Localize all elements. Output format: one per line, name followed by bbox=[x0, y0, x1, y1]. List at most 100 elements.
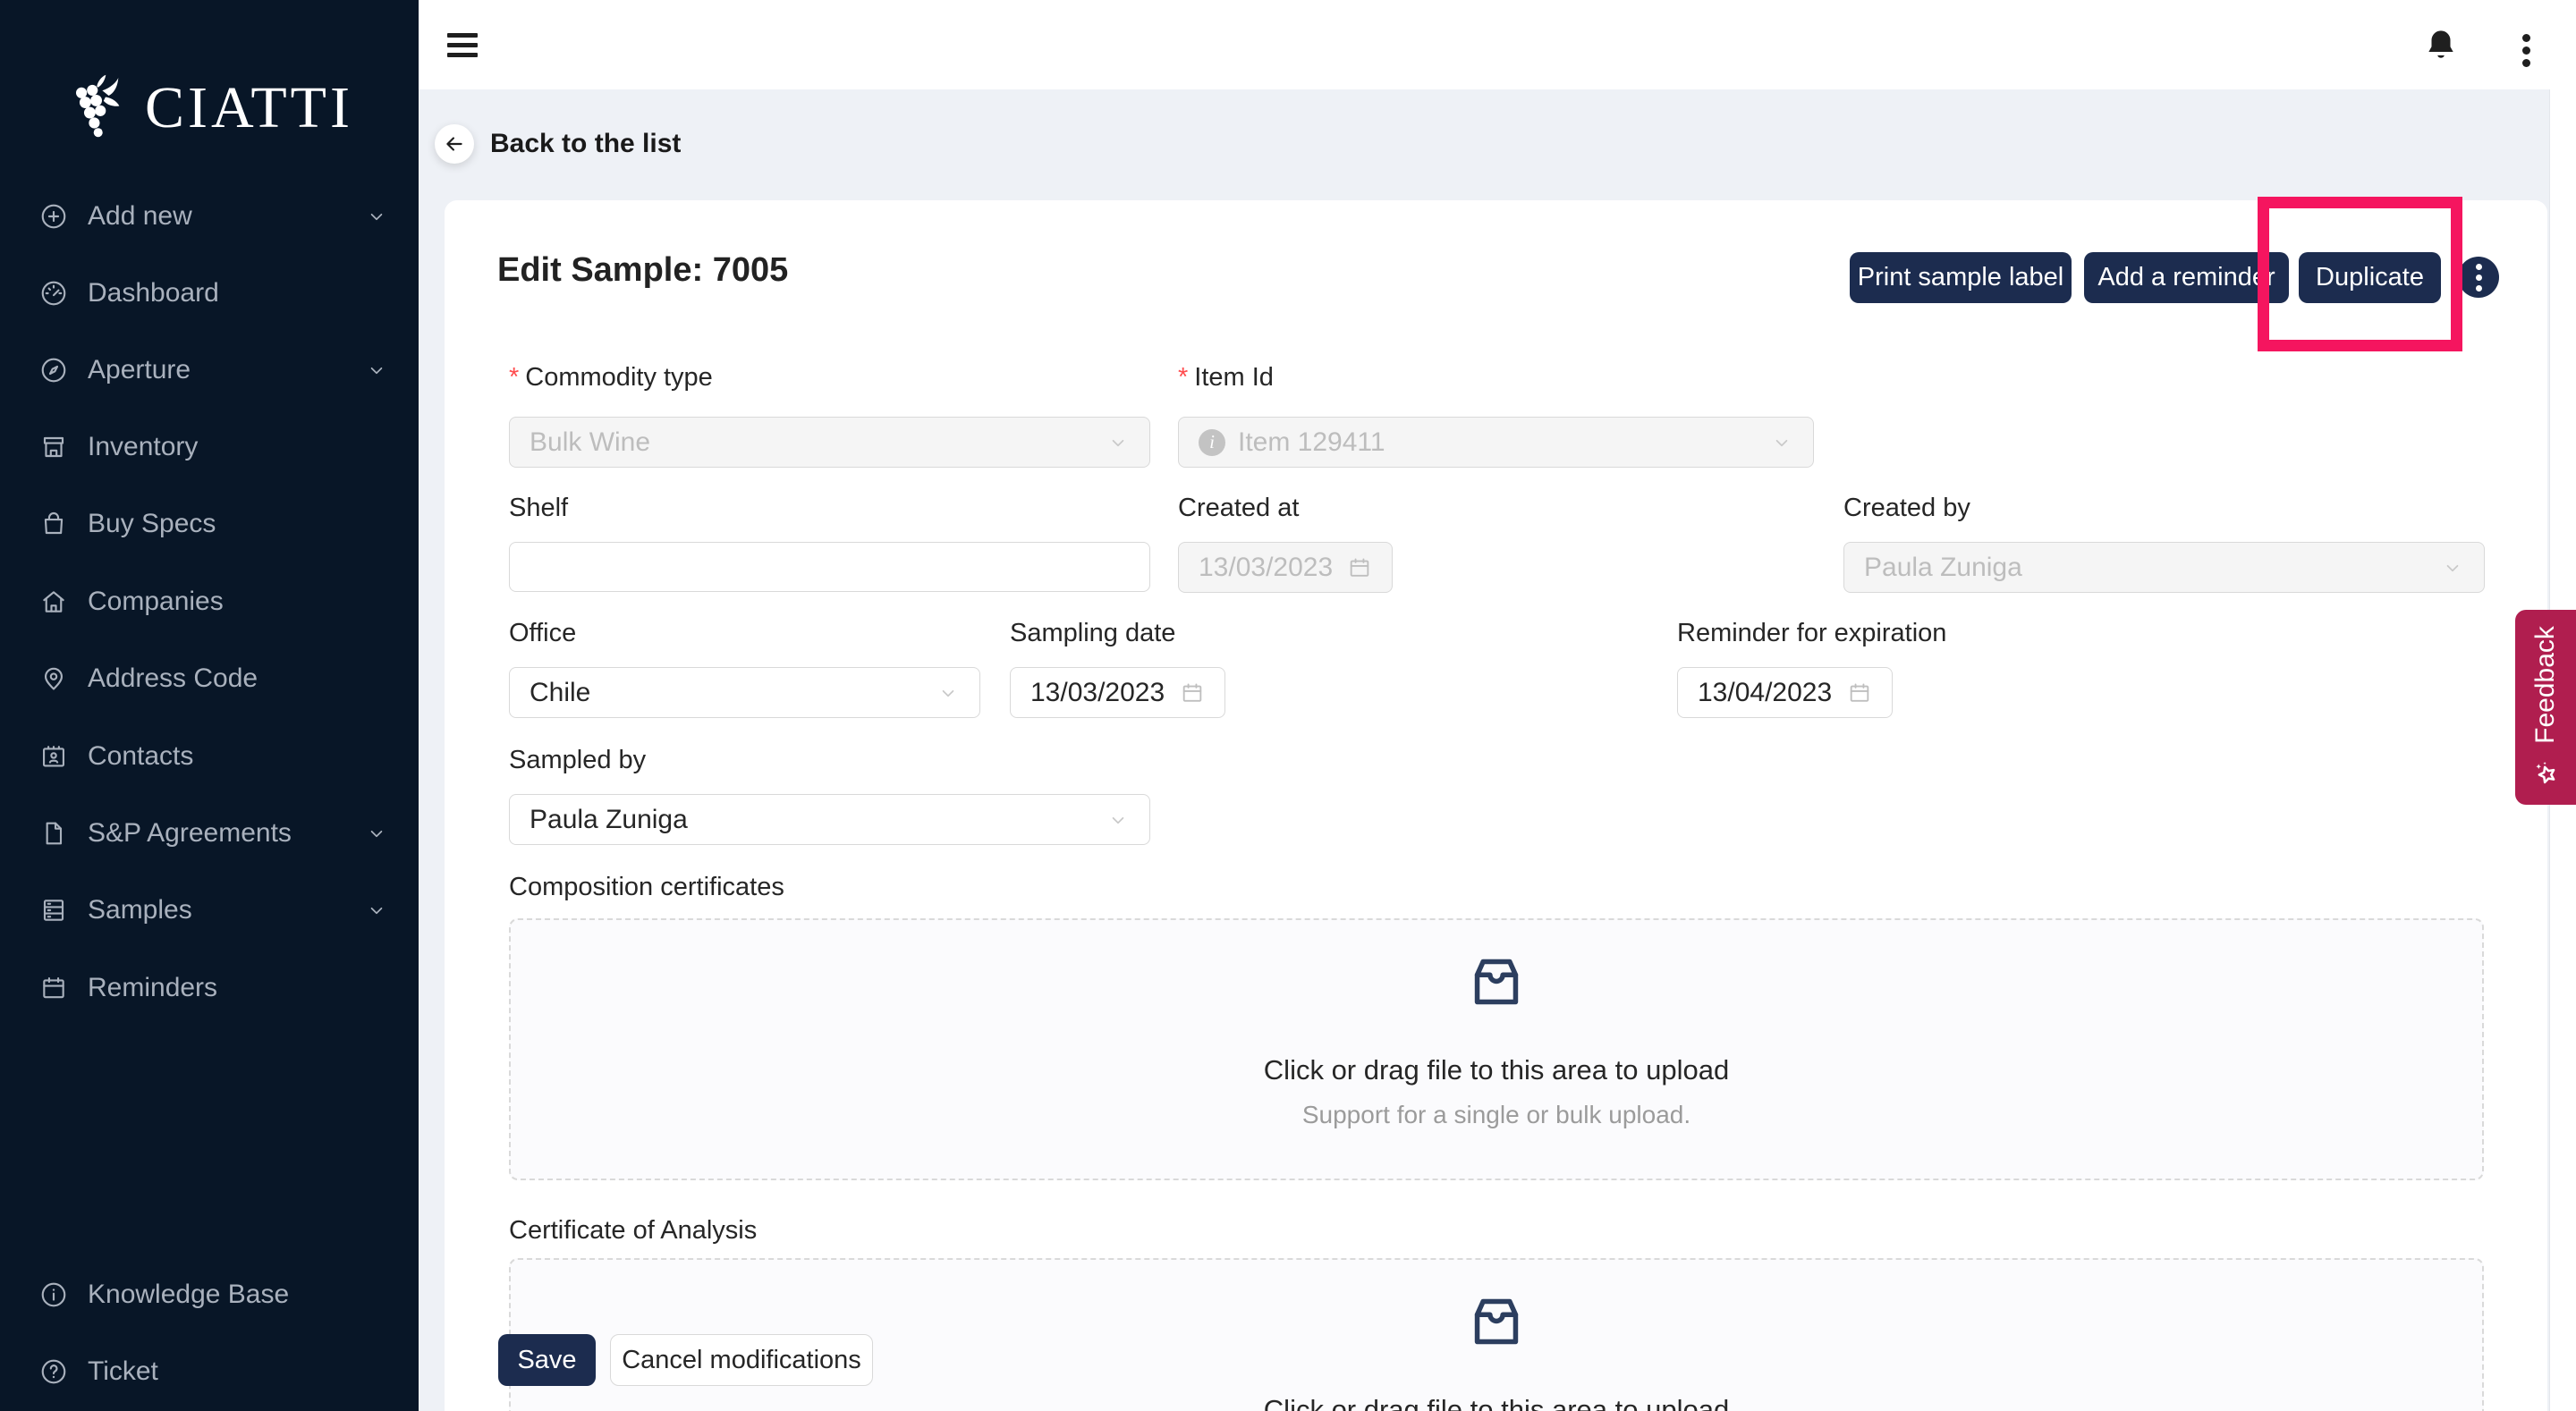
map-pin-icon bbox=[44, 667, 64, 690]
sidebar-item-label: Inventory bbox=[88, 432, 199, 461]
shop-icon bbox=[43, 436, 64, 458]
chevron-down-icon bbox=[370, 367, 383, 375]
office-value: Chile bbox=[530, 677, 591, 707]
inbox-upload-icon bbox=[1474, 959, 1519, 1005]
sidebar-item-add-new[interactable]: Add new bbox=[0, 189, 419, 244]
sampling-date-value: 13/03/2023 bbox=[1030, 677, 1165, 707]
add-reminder-text: Add a reminder bbox=[2097, 263, 2275, 291]
commodity-type-label: * Commodity type bbox=[509, 363, 713, 393]
kebab-menu-icon[interactable] bbox=[2522, 34, 2531, 72]
shelf-input[interactable] bbox=[509, 542, 1150, 592]
sidebar-item-label: Add new bbox=[88, 201, 192, 231]
created-by-value: Paula Zuniga bbox=[1864, 552, 2022, 582]
page-title: Edit Sample: 7005 bbox=[497, 251, 789, 289]
sidebar-item-contacts[interactable]: Contacts bbox=[0, 729, 419, 784]
ciatti-logo: CIATTI bbox=[59, 70, 353, 147]
upload-headline: Click or drag file to this area to uploa… bbox=[1263, 1054, 1730, 1086]
created-at-value: 13/03/2023 bbox=[1199, 552, 1334, 582]
commodity-type-label-text: Commodity type bbox=[525, 363, 713, 392]
sampled-by-value: Paula Zuniga bbox=[530, 804, 688, 834]
print-sample-label-button[interactable]: Print sample label bbox=[1850, 252, 2072, 303]
sidebar-item-aperture[interactable]: Aperture bbox=[0, 342, 419, 398]
home-icon bbox=[43, 591, 64, 613]
duplicate-button[interactable]: Duplicate bbox=[2299, 252, 2441, 303]
sidebar-item-dashboard[interactable]: Dashboard bbox=[0, 266, 419, 321]
save-text: Save bbox=[517, 1345, 577, 1374]
file-icon bbox=[46, 822, 63, 845]
more-actions-button[interactable] bbox=[2458, 257, 2499, 298]
database-icon bbox=[43, 900, 64, 921]
add-reminder-button[interactable]: Add a reminder bbox=[2084, 252, 2289, 303]
logo-text: CIATTI bbox=[145, 75, 353, 140]
sampling-date-label: Sampling date bbox=[1010, 619, 1176, 647]
star-sparkle-icon bbox=[2536, 761, 2555, 784]
compass-icon bbox=[41, 358, 66, 383]
chevron-down-icon bbox=[1112, 439, 1124, 446]
upload-headline: Click or drag file to this area to uploa… bbox=[1263, 1394, 1730, 1411]
upload-subtext: Support for a single or bulk upload. bbox=[1301, 1101, 1691, 1128]
sidebar-item-label: Companies bbox=[88, 587, 224, 616]
notification-bell-icon[interactable] bbox=[2422, 26, 2460, 65]
sidebar-item-samples[interactable]: Samples bbox=[0, 883, 419, 938]
sampling-date-datepicker[interactable]: 13/03/2023 bbox=[1010, 667, 1225, 718]
item-id-label-text: Item Id bbox=[1194, 363, 1274, 392]
info-icon: i bbox=[1199, 428, 1225, 456]
item-id-label: * Item Id bbox=[1178, 363, 1274, 393]
chevron-down-icon bbox=[1112, 816, 1124, 824]
sidebar-item-buy-specs[interactable]: Buy Specs bbox=[0, 496, 419, 552]
sidebar-item-reminders[interactable]: Reminders bbox=[0, 960, 419, 1016]
commodity-type-select: Bulk Wine bbox=[509, 417, 1150, 468]
calendar-icon bbox=[1182, 683, 1202, 702]
save-button[interactable]: Save bbox=[498, 1334, 596, 1386]
chevron-down-icon bbox=[942, 689, 954, 697]
required-mark: * bbox=[509, 363, 520, 392]
shelf-label: Shelf bbox=[509, 494, 569, 522]
feedback-tab[interactable]: Feedback bbox=[2515, 610, 2576, 805]
calendar-icon bbox=[1850, 683, 1869, 702]
back-label[interactable]: Back to the list bbox=[490, 129, 682, 158]
hamburger-menu-icon[interactable] bbox=[447, 33, 478, 57]
cancel-modifications-button[interactable]: Cancel modifications bbox=[610, 1334, 873, 1386]
sidebar-item-knowledge-base[interactable]: Knowledge Base bbox=[0, 1267, 419, 1322]
sampled-by-label: Sampled by bbox=[509, 746, 647, 774]
dashboard-gauge-icon bbox=[41, 281, 66, 306]
duplicate-text: Duplicate bbox=[2316, 263, 2424, 291]
composition-upload-dropzone[interactable]: Click or drag file to this area to uploa… bbox=[509, 918, 2484, 1180]
sidebar-item-label: Buy Specs bbox=[88, 509, 216, 538]
sidebar-item-sp-agreements[interactable]: S&P Agreements bbox=[0, 806, 419, 861]
print-sample-label-text: Print sample label bbox=[1857, 263, 2064, 291]
sidebar-item-inventory[interactable]: Inventory bbox=[0, 419, 419, 475]
calendar-icon bbox=[43, 977, 64, 999]
sidebar-item-label: Reminders bbox=[88, 973, 218, 1002]
reminder-expiration-value: 13/04/2023 bbox=[1698, 677, 1833, 707]
feedback-label: Feedback bbox=[2530, 626, 2560, 744]
chevron-down-icon bbox=[370, 213, 383, 221]
plus-circle-icon bbox=[41, 204, 66, 229]
created-at-label: Created at bbox=[1178, 494, 1300, 522]
reminder-expiration-datepicker[interactable]: 13/04/2023 bbox=[1677, 667, 1893, 718]
required-mark: * bbox=[1178, 363, 1189, 392]
sidebar-item-address-code[interactable]: Address Code bbox=[0, 651, 419, 706]
sidebar-item-companies[interactable]: Companies bbox=[0, 574, 419, 629]
sidebar-item-label: Knowledge Base bbox=[88, 1280, 290, 1309]
question-circle-icon bbox=[41, 1359, 66, 1384]
sidebar-item-label: S&P Agreements bbox=[88, 818, 292, 848]
office-select[interactable]: Chile bbox=[509, 667, 980, 718]
back-button[interactable] bbox=[435, 124, 474, 164]
sidebar-item-ticket[interactable]: Ticket bbox=[0, 1344, 419, 1399]
cancel-text: Cancel modifications bbox=[622, 1345, 861, 1374]
sidebar: CIATTI Add new Dashboard Aperture Invent… bbox=[0, 0, 419, 1411]
chevron-down-icon bbox=[1775, 439, 1788, 446]
chevron-down-icon bbox=[370, 830, 383, 838]
chevron-down-icon bbox=[370, 907, 383, 915]
grapes-icon bbox=[75, 74, 120, 138]
arrow-left-icon bbox=[446, 137, 462, 151]
sidebar-item-label: Contacts bbox=[88, 741, 194, 771]
sidebar-item-label: Samples bbox=[88, 895, 192, 925]
inbox-upload-icon bbox=[1474, 1298, 1519, 1345]
sampled-by-select[interactable]: Paula Zuniga bbox=[509, 794, 1150, 845]
sidebar-item-label: Dashboard bbox=[88, 278, 219, 308]
item-id-value: Item 129411 bbox=[1238, 427, 1385, 457]
composition-certificates-label: Composition certificates bbox=[509, 873, 784, 901]
